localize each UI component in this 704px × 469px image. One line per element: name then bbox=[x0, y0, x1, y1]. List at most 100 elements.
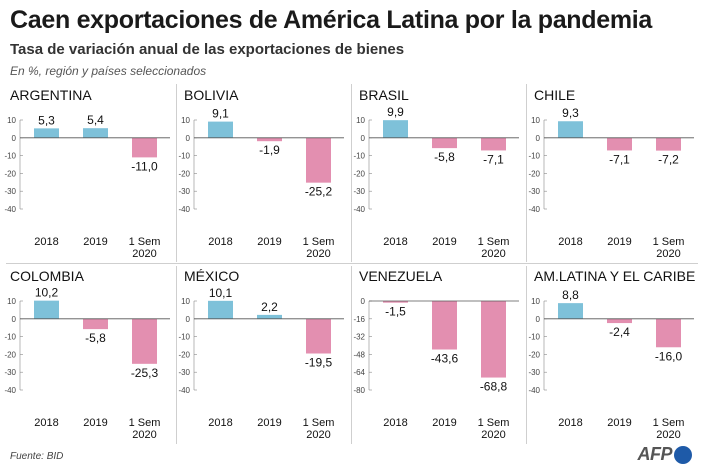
panel-2-category-label: 2019 bbox=[432, 236, 456, 248]
panel-4-bar-2 bbox=[132, 318, 157, 364]
panel-1-tick-label: -10 bbox=[178, 152, 190, 161]
logo-text: AFP bbox=[637, 444, 673, 464]
panel-5-bar-0 bbox=[208, 300, 233, 319]
panel-0-tick-label: -40 bbox=[4, 205, 16, 214]
panel-5-tick-label: -30 bbox=[178, 368, 190, 377]
panel-3-bar-2 bbox=[656, 137, 681, 151]
panel-4-bar-1 bbox=[83, 318, 108, 330]
afp-logo: AFP bbox=[637, 444, 692, 465]
panel-4-tick-label: 10 bbox=[7, 297, 16, 306]
panel-0-tick-label: -30 bbox=[4, 187, 16, 196]
panel-5-tick-label: -20 bbox=[178, 350, 190, 359]
panel-6-value-label: -43,6 bbox=[431, 352, 459, 366]
panel-2-tick-label: -40 bbox=[353, 205, 365, 214]
panel-4-category-label: 2019 bbox=[83, 417, 107, 429]
panel-7-category-label: 2018 bbox=[558, 417, 582, 429]
panel-2-bar-1 bbox=[432, 137, 457, 149]
panel-1-value-label: 9,1 bbox=[212, 107, 229, 121]
panel-2-tick-label: -10 bbox=[353, 152, 365, 161]
panel-2-category-label: 1 Sem bbox=[478, 236, 510, 248]
panel-3-tick-label: -20 bbox=[528, 169, 540, 178]
panel-4-bar-0 bbox=[34, 300, 59, 319]
panel-2-value-label: 9,9 bbox=[387, 105, 404, 119]
panel-6-bar-1 bbox=[432, 301, 457, 350]
panel-6-title: VENEZUELA bbox=[359, 268, 443, 284]
panel-6-tick-label: 0 bbox=[361, 297, 366, 306]
panel-5-bar-1 bbox=[257, 314, 282, 319]
panel-3-tick-label: -30 bbox=[528, 187, 540, 196]
panel-6-value-label: -1,5 bbox=[385, 305, 406, 319]
row-divider bbox=[6, 263, 698, 264]
panel-1-tick-label: 0 bbox=[186, 134, 191, 143]
panel-0-bar-2 bbox=[132, 137, 157, 158]
panel-3-tick-label: 10 bbox=[531, 116, 540, 125]
panel-2-bar-2 bbox=[481, 137, 506, 151]
panel-divider bbox=[526, 84, 527, 262]
panel-7-category-label: 1 Sem bbox=[653, 417, 685, 429]
panel-0-value-label: -11,0 bbox=[131, 159, 158, 173]
panel-5-bar-2 bbox=[306, 318, 331, 354]
panel-7-tick-label: -40 bbox=[528, 386, 540, 395]
panel-3-bar-0 bbox=[558, 121, 583, 138]
panel-6-tick-label: -32 bbox=[353, 333, 365, 342]
panel-0-tick-label: -10 bbox=[4, 152, 16, 161]
panel-6-tick-label: -80 bbox=[353, 386, 365, 395]
panel-7-bar-1 bbox=[607, 318, 632, 324]
panel-7-category-label: 2020 bbox=[656, 429, 680, 441]
panel-7-value-label: -16,0 bbox=[655, 349, 683, 363]
source-note: Fuente: BID bbox=[10, 451, 64, 462]
panel-1-tick-label: 10 bbox=[181, 116, 190, 125]
panel-4-value-label: -25,3 bbox=[131, 366, 159, 380]
panel-3-category-label: 2020 bbox=[656, 248, 680, 260]
panel-7-tick-label: -30 bbox=[528, 368, 540, 377]
panel-4-tick-label: -30 bbox=[4, 368, 16, 377]
panel-1-tick-label: -30 bbox=[178, 187, 190, 196]
unit-note: En %, región y países seleccionados bbox=[10, 64, 207, 78]
panel-2-tick-label: 0 bbox=[361, 134, 366, 143]
panel-4-tick-label: -10 bbox=[4, 333, 16, 342]
panel-2-tick-label: -30 bbox=[353, 187, 365, 196]
panel-3-category-label: 1 Sem bbox=[653, 236, 685, 248]
panel-1-bar-2 bbox=[306, 137, 331, 183]
panel-4-category-label: 2020 bbox=[132, 429, 156, 441]
panel-6-tick-label: -16 bbox=[353, 315, 365, 324]
panel-6-category-label: 2020 bbox=[481, 429, 505, 441]
panel-4-tick-label: -40 bbox=[4, 386, 16, 395]
panel-4-category-label: 2018 bbox=[34, 417, 58, 429]
panel-6-tick-label: -48 bbox=[353, 350, 365, 359]
panel-2-value-label: -5,8 bbox=[434, 150, 455, 164]
panel-1-tick-label: -20 bbox=[178, 169, 190, 178]
panel-3-title: CHILE bbox=[534, 87, 575, 103]
panel-3-value-label: 9,3 bbox=[562, 106, 579, 120]
panel-1-tick-label: -40 bbox=[178, 205, 190, 214]
panel-2-category-label: 2018 bbox=[383, 236, 407, 248]
panel-7-tick-label: 0 bbox=[536, 315, 541, 324]
panel-1-value-label: -1,9 bbox=[259, 143, 280, 157]
panel-divider bbox=[176, 266, 177, 444]
panel-2-tick-label: 10 bbox=[356, 116, 365, 125]
panel-4-value-label: 10,2 bbox=[35, 286, 59, 300]
panel-divider bbox=[176, 84, 177, 262]
panel-3-value-label: -7,1 bbox=[609, 152, 630, 166]
panel-0-tick-label: 10 bbox=[7, 116, 16, 125]
panel-2-bar-0 bbox=[383, 120, 408, 138]
panel-0-category-label: 1 Sem bbox=[129, 236, 161, 248]
panel-6-bar-0 bbox=[383, 301, 408, 303]
panel-5-value-label: -19,5 bbox=[305, 356, 333, 370]
panel-5-tick-label: -40 bbox=[178, 386, 190, 395]
panel-6-category-label: 2019 bbox=[432, 417, 456, 429]
panel-2-title: BRASIL bbox=[359, 87, 409, 103]
logo-mark-icon bbox=[674, 445, 692, 464]
panel-2-category-label: 2020 bbox=[481, 248, 505, 260]
panel-3-value-label: -7,2 bbox=[658, 153, 679, 167]
panel-7-value-label: -2,4 bbox=[609, 325, 630, 339]
panel-7-bar-0 bbox=[558, 303, 583, 319]
panel-6-value-label: -68,8 bbox=[480, 380, 508, 394]
panel-6-tick-label: -64 bbox=[353, 368, 365, 377]
panel-0-value-label: 5,3 bbox=[38, 113, 55, 127]
panel-6-category-label: 1 Sem bbox=[478, 417, 510, 429]
panel-2-value-label: -7,1 bbox=[483, 152, 504, 166]
panel-3-tick-label: -40 bbox=[528, 205, 540, 214]
panel-7-tick-label: -20 bbox=[528, 350, 540, 359]
